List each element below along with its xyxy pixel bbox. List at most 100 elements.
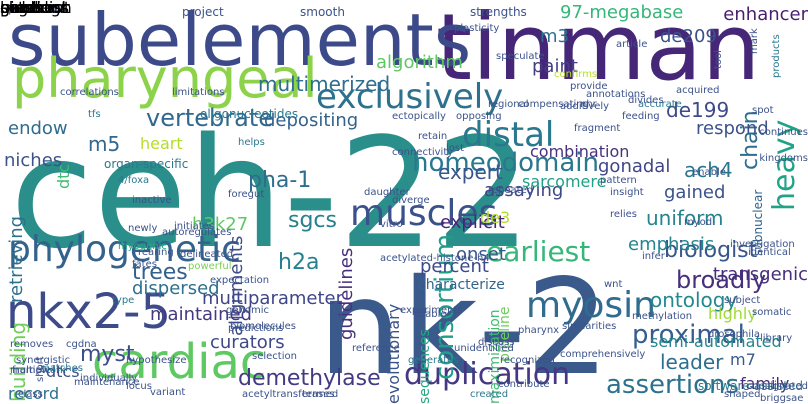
cloud-word: individually xyxy=(80,373,138,384)
cloud-word: m5 xyxy=(88,132,121,156)
cloud-word: dtcs xyxy=(46,362,80,381)
cloud-word: selection xyxy=(252,351,297,362)
cloud-word: correlations xyxy=(60,87,119,98)
cloud-word: designated xyxy=(752,381,808,392)
cloud-word: framework xyxy=(12,365,66,376)
cloud-word: removes xyxy=(10,339,54,350)
cloud-word: depositing xyxy=(264,110,359,131)
cloud-word: relies xyxy=(610,209,637,220)
cloud-word: segment xyxy=(0,0,71,17)
cloud-word: speculate xyxy=(496,51,545,62)
cloud-word: contribute xyxy=(498,379,550,390)
cloud-word: pattern xyxy=(600,175,637,186)
cloud-word: cgdna xyxy=(66,339,97,350)
cloud-word: short xyxy=(35,356,46,382)
cloud-word: fates xyxy=(132,259,157,270)
cloud-word: gene xyxy=(0,0,40,17)
cloud-word: subject xyxy=(724,295,761,306)
cloud-word: mark xyxy=(749,28,760,54)
cloud-word: pressures xyxy=(8,1,67,15)
cloud-word: multiple xyxy=(10,365,51,376)
cloud-word: de209 xyxy=(660,26,717,47)
cloud-word: sequences xyxy=(417,329,433,404)
cloud-word: establish xyxy=(0,0,72,17)
cloud-word: library xyxy=(760,333,793,344)
cloud-word: class xyxy=(18,389,43,400)
cloud-word: tfs xyxy=(88,109,101,120)
cloud-word: ectopically xyxy=(392,111,446,122)
cloud-word: recognized xyxy=(500,355,555,366)
cloud-word: acetylated-histone-h4 xyxy=(380,253,490,264)
cloud-word: expectation xyxy=(210,275,270,286)
cloud-word: stable xyxy=(416,309,447,320)
cloud-word: ontology xyxy=(650,288,738,312)
cloud-word: nk-2 xyxy=(318,251,610,404)
cloud-word: dispersed xyxy=(132,278,220,299)
cloud-word: newly xyxy=(128,223,158,234)
cloud-word: biologist xyxy=(664,238,758,263)
cloud-word: onset xyxy=(456,244,506,265)
cloud-word: created xyxy=(470,389,509,400)
cloud-word: discuss xyxy=(478,337,515,348)
cloud-word: family xyxy=(740,374,790,393)
cloud-word: article xyxy=(616,39,648,50)
cloud-word: ach4 xyxy=(684,158,733,182)
cloud-word: unidentified xyxy=(454,343,514,354)
cloud-word: maintained xyxy=(150,304,252,325)
cloud-word: software-assisted xyxy=(698,379,804,393)
cloud-word: generates xyxy=(408,355,459,366)
cloud-word: smooth xyxy=(300,5,345,19)
cloud-word: myod xyxy=(684,217,713,228)
cloud-word: vertebrate xyxy=(146,104,273,132)
cloud-word: semi-automated xyxy=(650,332,782,351)
cloud-word: provide xyxy=(570,81,608,92)
cloud-word: wnt xyxy=(604,279,623,290)
cloud-word: muscles xyxy=(350,193,498,234)
cloud-word: initiates xyxy=(174,221,215,232)
cloud-word: confirms xyxy=(554,69,598,80)
cloud-word: project xyxy=(182,5,224,19)
cloud-word: spot xyxy=(752,105,774,116)
cloud-word: gradient xyxy=(0,0,68,17)
cloud-word: heart xyxy=(140,134,183,153)
cloud-word: characterize xyxy=(418,277,505,293)
cloud-word: opposing xyxy=(456,111,502,122)
cloud-word: earliest xyxy=(486,235,591,268)
cloud-word: compensating xyxy=(518,99,589,110)
cloud-word: regional xyxy=(488,99,529,110)
cloud-word: drosophila xyxy=(708,329,761,340)
cloud-word: products xyxy=(771,34,782,78)
cloud-word: type xyxy=(112,295,135,306)
cloud-word: feeding xyxy=(622,111,660,122)
cloud-word: powerful xyxy=(188,261,232,272)
cloud-word: kingdoms xyxy=(759,153,808,164)
cloud-word: somatic xyxy=(752,307,792,318)
cloud-word: retrieving xyxy=(6,215,27,303)
cloud-word: foregut xyxy=(228,189,265,200)
cloud-word: briggsae xyxy=(760,393,804,404)
cloud-word: explicit xyxy=(440,212,505,233)
cloud-word: multimerized xyxy=(258,72,391,96)
cloud-word: sgcs xyxy=(288,208,337,233)
cloud-word: organ-specific xyxy=(104,157,189,171)
cloud-word: experiments xyxy=(400,305,463,316)
cloud-word: daughter xyxy=(364,187,410,198)
cloud-word: methylation xyxy=(632,311,693,322)
cloud-word: 97-megabase xyxy=(560,2,684,23)
cloud-word: curators xyxy=(210,332,285,353)
cloud-word: trees xyxy=(132,260,188,285)
cloud-word: nkx2-5 xyxy=(6,284,172,340)
cloud-word: h2a xyxy=(278,250,320,275)
cloud-word: m7 xyxy=(730,350,756,369)
cloud-word: sarcomere xyxy=(522,172,607,191)
cloud-word: exclusively xyxy=(316,77,504,117)
cloud-word: emphasis xyxy=(628,234,715,255)
cloud-word: broadly xyxy=(676,266,767,294)
cloud-word: respond xyxy=(696,118,769,139)
cloud-word: proximal xyxy=(632,320,745,350)
cloud-word: md xyxy=(0,0,26,17)
cloud-word: divides xyxy=(628,95,664,106)
cloud-word: hypothesize xyxy=(126,355,187,366)
cloud-word: termed xyxy=(302,389,339,400)
